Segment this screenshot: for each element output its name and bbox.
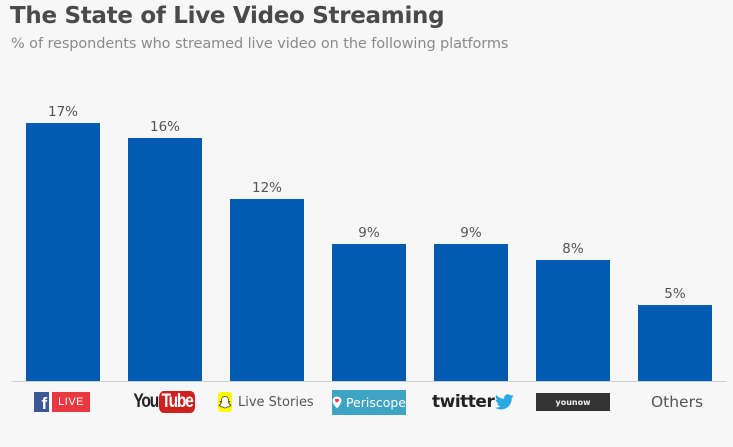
others-label-container: Others bbox=[638, 389, 716, 415]
chart-title: The State of Live Video Streaming bbox=[10, 3, 445, 29]
twitter-logo: twitter bbox=[432, 389, 514, 415]
bar bbox=[128, 138, 202, 381]
bar-value-label: 8% bbox=[562, 241, 584, 257]
facebook-live-logo: f LIVE bbox=[34, 389, 90, 415]
periscope-pin-icon bbox=[332, 396, 342, 408]
bar bbox=[230, 199, 304, 381]
periscope-logo: Periscope bbox=[332, 389, 406, 415]
live-stories-label: Live Stories bbox=[238, 394, 314, 410]
youtube-you-text: You bbox=[132, 391, 159, 412]
facebook-icon: f bbox=[34, 392, 50, 412]
youtube-logo: You Tube bbox=[128, 389, 202, 415]
younow-badge: younow bbox=[536, 393, 610, 411]
others-label: Others bbox=[650, 393, 704, 411]
bar-value-label: 9% bbox=[460, 225, 482, 241]
youtube-tube-text: Tube bbox=[158, 391, 195, 413]
bar bbox=[638, 305, 712, 381]
periscope-badge: Periscope bbox=[332, 389, 406, 415]
younow-logo: younow bbox=[536, 389, 610, 415]
periscope-label: Periscope bbox=[345, 394, 406, 410]
bar-value-label: 9% bbox=[358, 225, 380, 241]
facebook-live-badge: LIVE bbox=[52, 392, 90, 412]
twitter-bird-icon bbox=[495, 394, 514, 410]
snapchat-live-stories-logo: Live Stories bbox=[218, 389, 314, 415]
bar-value-label: 16% bbox=[149, 119, 180, 135]
bar bbox=[332, 244, 406, 381]
bar-value-label: 12% bbox=[251, 180, 282, 196]
bar bbox=[536, 260, 610, 381]
chart-subtitle: % of respondents who streamed live video… bbox=[11, 36, 509, 52]
snapchat-ghost-icon bbox=[218, 392, 232, 412]
bar bbox=[26, 123, 100, 381]
bar-value-label: 17% bbox=[47, 104, 78, 120]
bar bbox=[434, 244, 508, 381]
bar-value-label: 5% bbox=[664, 286, 686, 302]
x-axis-line bbox=[12, 381, 727, 382]
twitter-wordmark: twitter bbox=[432, 392, 495, 412]
